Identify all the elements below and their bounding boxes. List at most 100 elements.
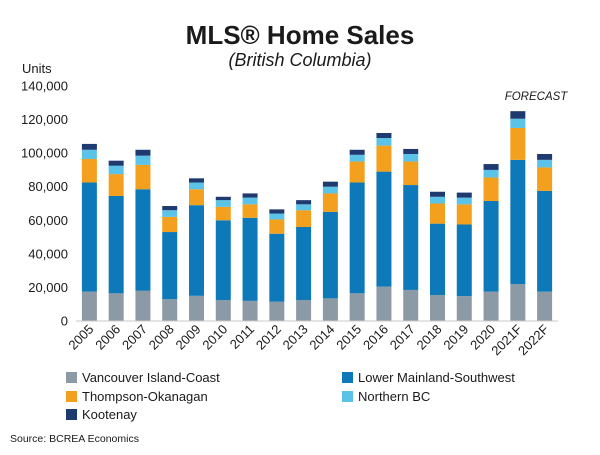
- bar-segment: [403, 289, 419, 321]
- x-tick-label: 2010: [199, 322, 230, 353]
- chart-title: MLS® Home Sales: [186, 20, 415, 50]
- bar-segment: [349, 161, 365, 183]
- bar-segment: [296, 204, 312, 211]
- bar-segment: [430, 191, 445, 197]
- x-tick-label: 2005: [65, 322, 96, 353]
- bar-segment: [537, 153, 553, 160]
- bar-segment: [108, 293, 124, 321]
- bar-segment: [483, 200, 499, 292]
- x-tick-label: 2017: [387, 322, 418, 353]
- bar-segment: [456, 224, 472, 297]
- bar-segment: [108, 174, 124, 196]
- bar-segment: [242, 193, 258, 198]
- bar-segment: [296, 300, 312, 321]
- x-tick-label: 2006: [92, 322, 123, 353]
- y-tick-label: 120,000: [21, 112, 68, 127]
- legend-swatch: [66, 409, 77, 420]
- bar-segment: [269, 301, 285, 321]
- bar-segment: [135, 155, 151, 165]
- x-tick-label: 2007: [119, 322, 150, 353]
- x-tick-label: 2016: [360, 322, 391, 353]
- bar-segment: [376, 171, 392, 287]
- bar-segment: [537, 190, 553, 292]
- bar-segment: [510, 118, 526, 128]
- bar-segment: [537, 159, 553, 168]
- y-tick-label: 60,000: [28, 213, 68, 228]
- y-tick-label: 20,000: [28, 280, 68, 295]
- bar-segment: [108, 160, 124, 166]
- bar-segment: [162, 232, 178, 300]
- y-axis-label: Units: [22, 61, 52, 76]
- bar-segment: [189, 205, 204, 296]
- bar-segment: [349, 293, 365, 321]
- bar-segment: [242, 197, 258, 205]
- legend-swatch: [66, 391, 77, 402]
- bar-segment: [189, 295, 204, 321]
- bar-segment: [162, 299, 178, 321]
- x-tick-label: 2015: [333, 322, 364, 353]
- x-tick-label: 2011: [227, 322, 257, 352]
- bar-segment: [215, 300, 231, 321]
- y-tick-label: 140,000: [21, 79, 68, 94]
- bar-segment: [376, 133, 392, 139]
- legend-label: Vancouver Island-Coast: [82, 370, 220, 385]
- legend-label: Kootenay: [82, 407, 137, 422]
- x-tick-label: 2009: [173, 322, 204, 353]
- bar-segment: [403, 148, 419, 154]
- bar-segment: [376, 138, 392, 146]
- bar-segment: [215, 206, 231, 221]
- x-tick-label: 2022F: [515, 321, 552, 358]
- bar-segment: [81, 159, 97, 183]
- bar-segment: [322, 181, 338, 187]
- bar-segment: [483, 177, 499, 201]
- bar-segment: [81, 291, 97, 321]
- bar-segment: [537, 291, 553, 321]
- x-tick-label: 2018: [414, 322, 445, 353]
- bar-segment: [242, 204, 258, 218]
- bar-segment: [376, 145, 392, 172]
- bar-segment: [296, 210, 312, 227]
- x-tick-label: 2019: [440, 322, 471, 353]
- bar-segment: [322, 193, 338, 212]
- bar-segment: [510, 127, 526, 160]
- bar-segment: [483, 164, 499, 170]
- bar-segment: [108, 195, 124, 294]
- bar-segment: [269, 219, 285, 234]
- x-tick-label: 2014: [306, 322, 337, 353]
- bar-segment: [322, 298, 338, 321]
- bar-segment: [135, 149, 151, 156]
- legend-label: Thompson-Okanagan: [82, 389, 208, 404]
- source-note: Source: BCREA Economics: [10, 433, 139, 445]
- bar-segment: [322, 186, 338, 194]
- bar-segment: [189, 189, 204, 206]
- bar-segment: [430, 223, 445, 295]
- bar-segment: [81, 149, 97, 160]
- bar-segment: [349, 149, 365, 155]
- bar-segment: [349, 154, 365, 162]
- bar-segment: [269, 213, 285, 220]
- bar-segment: [510, 111, 526, 119]
- bar-segment: [81, 143, 97, 150]
- bar-segment: [162, 210, 178, 217]
- bar-segment: [456, 204, 472, 225]
- legend: Vancouver Island-Coast Lower Mainland-Sou…: [66, 370, 515, 422]
- bar-segment: [296, 227, 312, 301]
- bar-segment: [456, 192, 472, 198]
- bar-segment: [456, 296, 472, 321]
- legend-swatch: [342, 372, 353, 383]
- bar-segment: [189, 178, 204, 183]
- y-tick-label: 80,000: [28, 179, 68, 194]
- bar-segment: [215, 200, 231, 207]
- bar-segment: [242, 217, 258, 301]
- x-tick-label: 2008: [146, 322, 177, 353]
- bar-segment: [135, 164, 151, 190]
- bar-segment: [108, 165, 124, 175]
- bar-segment: [242, 300, 258, 321]
- y-axis: 0 20,000 40,000 60,000 80,000 100,000 120,000 1…: [21, 79, 68, 329]
- bar-segment: [376, 286, 392, 321]
- forecast-annotation: FORECAST: [505, 91, 569, 103]
- bar-segment: [430, 196, 445, 204]
- bar-segment: [537, 167, 553, 191]
